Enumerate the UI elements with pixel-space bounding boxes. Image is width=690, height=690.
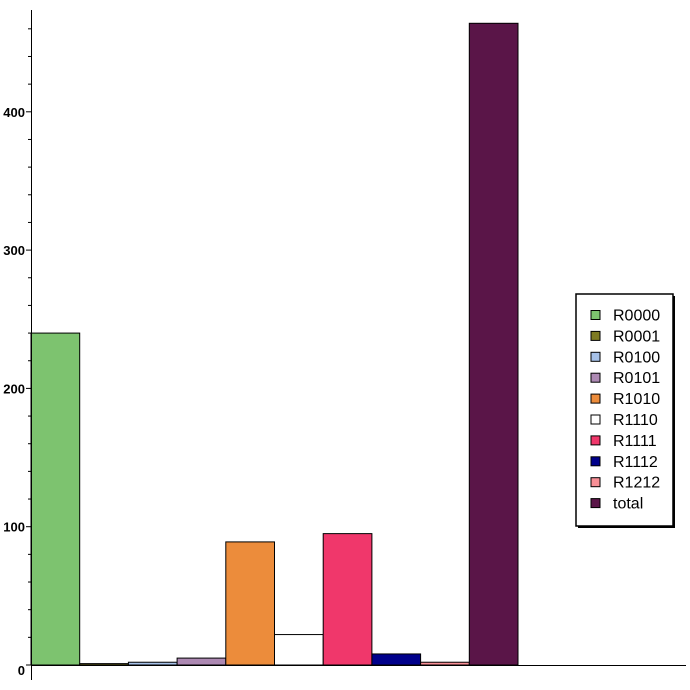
bar-r1110 — [274, 634, 324, 666]
legend-swatch-total — [590, 498, 601, 509]
y-tick-label: 0 — [18, 663, 25, 678]
legend-swatch-r1110 — [590, 414, 601, 425]
bar-r1010 — [225, 541, 276, 666]
axes-layer: 0 100 200 300 400 — [3, 10, 686, 680]
legend-label-r1110: R1110 — [613, 412, 658, 429]
bar-r0001 — [79, 663, 129, 666]
legend-label-r0101: R0101 — [613, 370, 660, 387]
bar-r1111 — [322, 533, 373, 666]
legend-swatch-r1111 — [590, 435, 601, 446]
legend-swatch-r0101 — [590, 372, 601, 383]
bar-r1112 — [371, 653, 422, 666]
legend-label-r0100: R0100 — [613, 349, 660, 366]
y-tick-label: 400 — [3, 105, 25, 120]
legend-swatch-r1010 — [590, 393, 601, 404]
bar-r0000 — [30, 332, 81, 666]
legend-label-r1212: R1212 — [613, 475, 660, 492]
legend-swatch-r1212 — [590, 477, 601, 488]
bar-r1212 — [420, 661, 470, 666]
legend-label-r1112: R1112 — [613, 454, 658, 471]
y-tick-label: 100 — [3, 520, 25, 535]
y-tick-label: 200 — [3, 381, 25, 396]
bar-r0100 — [127, 661, 178, 666]
bar-total — [468, 22, 519, 666]
legend-label-r1111: R1111 — [613, 433, 657, 450]
legend-label-total: total — [613, 496, 643, 513]
legend-label-r1010: R1010 — [613, 391, 660, 408]
legend-swatch-r0100 — [590, 351, 601, 362]
legend-swatch-r0000 — [590, 310, 601, 320]
legend-swatch-r0001 — [590, 330, 601, 341]
legend: R0000 R0001 R0100 R0101 R1010 R1110 R1111 R1112… — [575, 293, 675, 528]
bars-layer — [30, 22, 519, 666]
legend-swatch-r1112 — [590, 456, 601, 467]
y-tick-label: 300 — [3, 243, 25, 258]
legend-label-r0000: R0000 — [613, 308, 660, 325]
legend-label-r0001: R0001 — [613, 328, 660, 345]
bar-r0101 — [176, 657, 227, 666]
